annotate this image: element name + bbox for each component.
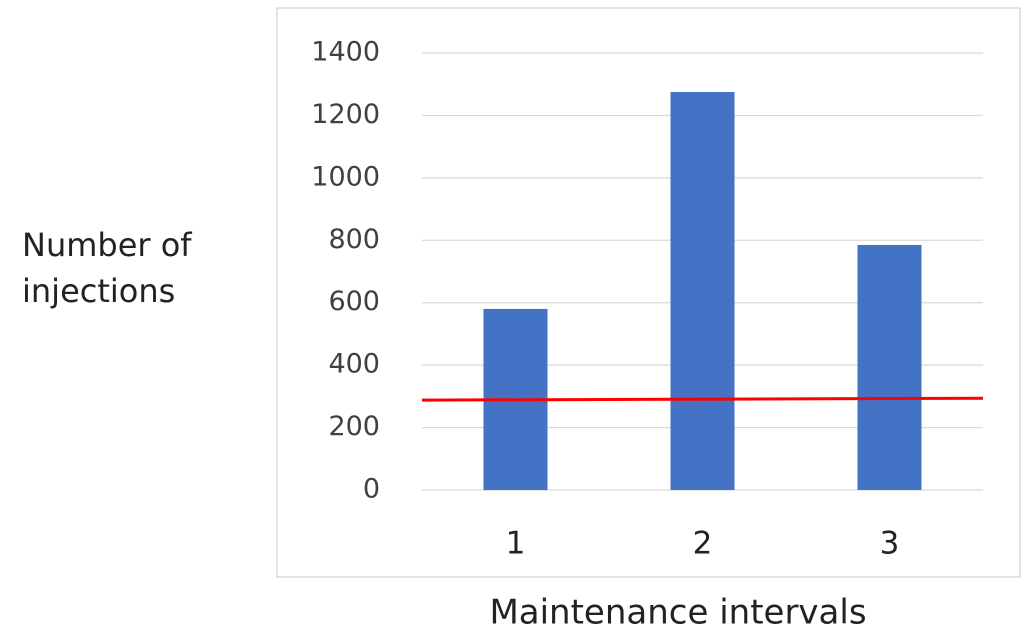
reference-line <box>421 396 984 402</box>
bar <box>857 244 922 490</box>
y-tick-label: 1000 <box>311 161 380 192</box>
y-tick-label: 1200 <box>311 99 380 130</box>
x-tick-label: 3 <box>880 526 900 562</box>
y-tick-label: 200 <box>328 411 380 442</box>
y-tick-label: 600 <box>328 286 380 317</box>
y-tick-label: 400 <box>328 349 380 380</box>
y-tick-label: 800 <box>328 224 380 255</box>
x-tick-label: 1 <box>506 526 526 562</box>
y-tick-label: 1400 <box>311 37 380 68</box>
x-tick-label: 2 <box>693 526 713 562</box>
x-axis-title: Maintenance intervals <box>489 593 866 633</box>
bar <box>670 92 735 491</box>
y-tick-label: 0 <box>363 474 380 505</box>
y-axis-title: Number of injections <box>22 226 192 310</box>
